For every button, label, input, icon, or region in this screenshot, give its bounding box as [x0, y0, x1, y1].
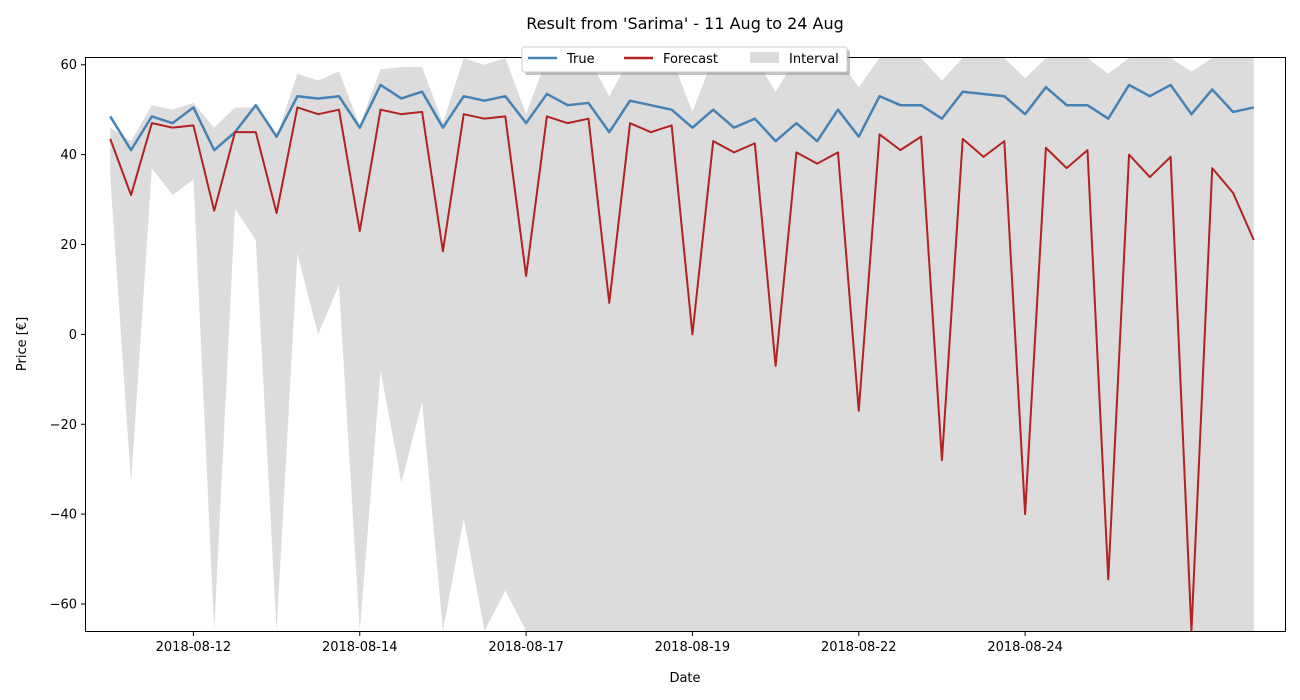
- true-series-layer: [109, 83, 1255, 152]
- legend-interval-label: Interval: [789, 52, 839, 67]
- x-tick-label: 2018-08-22: [821, 640, 897, 655]
- y-axis-label: Price [€]: [15, 317, 30, 371]
- legend-forecast-label: Forecast: [663, 52, 718, 67]
- forecast-series-layer: [109, 106, 1255, 632]
- y-tick-label: 40: [60, 148, 77, 163]
- y-tick-label: −40: [50, 508, 77, 523]
- legend-true-label: True: [566, 52, 595, 67]
- y-tick-label: 20: [60, 238, 77, 253]
- x-tick-label: 2018-08-19: [655, 640, 731, 655]
- x-axis: 2018-08-12 2018-08-14 2018-08-17 2018-08-19…: [156, 631, 1063, 655]
- x-tick-label: 2018-08-24: [987, 640, 1063, 655]
- y-tick-label: 0: [69, 328, 77, 343]
- chart-title: Result from 'Sarima' - 11 Aug to 24 Aug: [526, 14, 844, 33]
- true-series-line: [109, 83, 1255, 152]
- y-tick-label: −60: [50, 598, 77, 613]
- forecast-series-line: [109, 106, 1255, 632]
- y-axis: 60 40 20 0 −20 −40 −60: [50, 58, 86, 613]
- x-tick-label: 2018-08-17: [488, 640, 564, 655]
- legend: True Forecast Interval: [521, 46, 850, 75]
- legend-interval-swatch: [750, 52, 779, 63]
- y-tick-label: −20: [50, 418, 77, 433]
- x-tick-label: 2018-08-12: [156, 640, 232, 655]
- x-axis-label: Date: [669, 671, 700, 686]
- interval-band: [110, 58, 1254, 631]
- interval-band-layer: [110, 58, 1254, 631]
- x-tick-label: 2018-08-14: [322, 640, 398, 655]
- y-tick-label: 60: [60, 58, 77, 73]
